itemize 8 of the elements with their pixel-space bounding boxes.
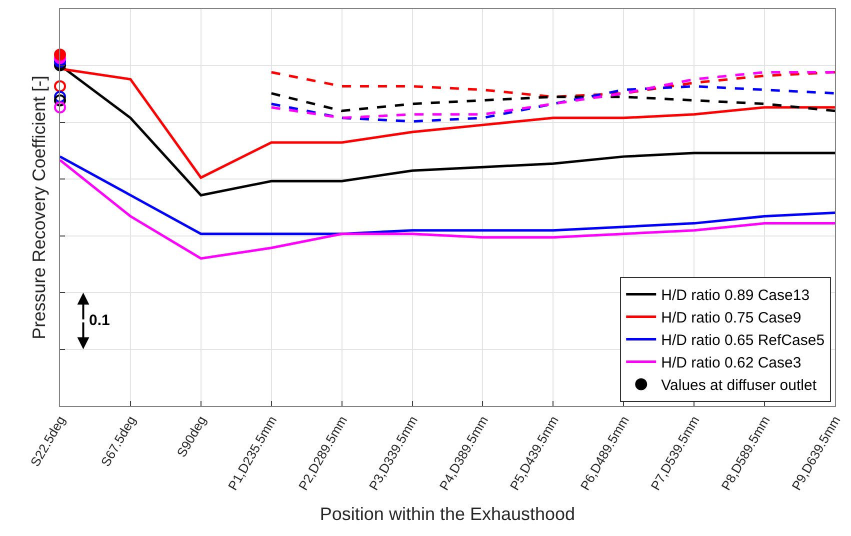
y-axis-title: Pressure Recovery Coefficient [-] (29, 76, 50, 340)
annotation: 0.1 (89, 312, 110, 329)
legend-label: H/D ratio 0.89 Case13 (661, 287, 810, 304)
legend-label: H/D ratio 0.75 Case9 (661, 310, 802, 327)
x-axis-title: Position within the Exhausthood (320, 504, 576, 524)
legend-label: H/D ratio 0.62 Case3 (661, 354, 802, 372)
legend-label: Values at diffuser outlet (661, 377, 818, 394)
legend-label: H/D ratio 0.65 RefCase5 (661, 332, 825, 350)
